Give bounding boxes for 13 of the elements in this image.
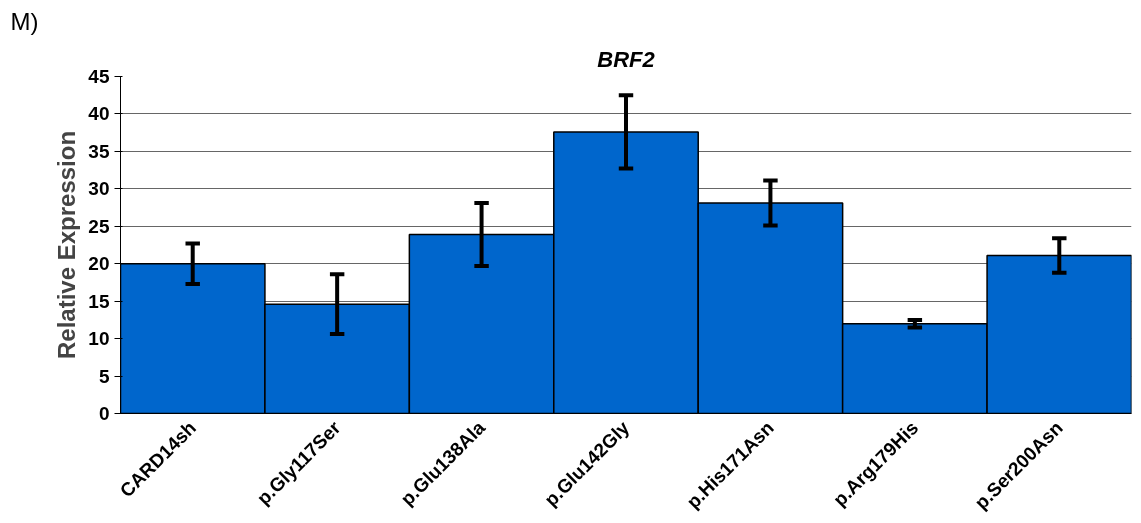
y-tick-label: 25 bbox=[88, 215, 110, 237]
y-tick-label: 20 bbox=[88, 253, 110, 275]
y-tick-label: 45 bbox=[88, 66, 110, 87]
text: M) bbox=[10, 7, 39, 35]
y-axis-title: Relative Expression bbox=[53, 130, 81, 360]
chart-title: BRF2 bbox=[597, 46, 656, 72]
y-tick-label: 10 bbox=[88, 328, 110, 350]
y-tick-label: 35 bbox=[88, 140, 110, 162]
y-tick-label: 30 bbox=[88, 178, 110, 200]
y-tick-label: 15 bbox=[88, 290, 110, 312]
y-tick-label: 40 bbox=[88, 103, 110, 125]
y-tick-label: 0 bbox=[98, 403, 110, 424]
y-tick-label: 5 bbox=[98, 365, 110, 387]
